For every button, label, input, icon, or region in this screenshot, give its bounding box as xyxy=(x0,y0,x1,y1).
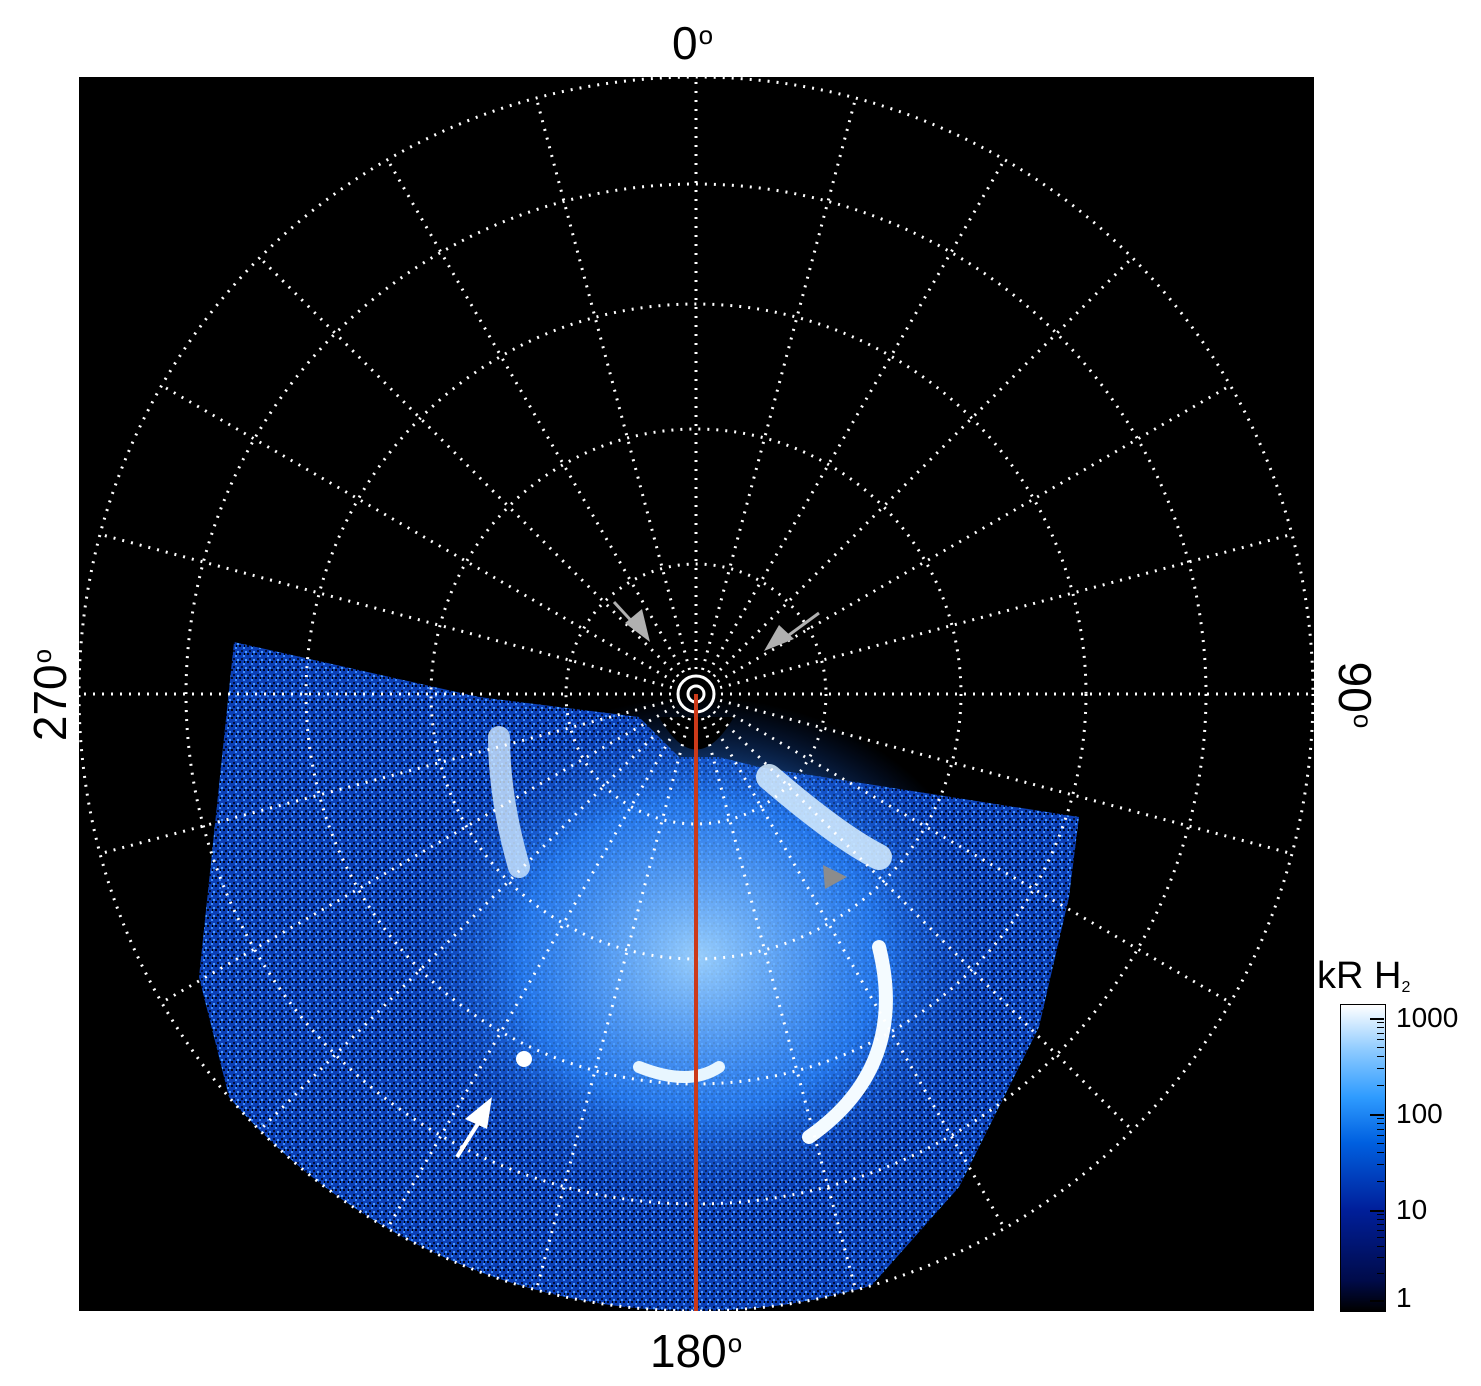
longitude-label-top: 0o xyxy=(672,17,714,69)
latitude-circle xyxy=(429,427,963,961)
colorbar-minor-tick xyxy=(1377,1181,1384,1182)
colorbar-minor-tick xyxy=(1377,1085,1384,1086)
longitude-label-right: 90o xyxy=(1329,661,1381,729)
colorbar-minor-tick xyxy=(1377,1068,1384,1069)
colorbar-label-100: 100 xyxy=(1396,1098,1443,1129)
annotation-arrows xyxy=(455,600,847,1159)
colorbar-minor-tick xyxy=(1377,1152,1384,1153)
white-arrow-shaft xyxy=(455,1120,481,1159)
gray-arrow-left-head xyxy=(625,609,650,642)
colorbar-minor-tick xyxy=(1377,1118,1384,1119)
colorbar-minor-tick xyxy=(1377,1022,1384,1023)
colorbar-minor-tick xyxy=(1377,1230,1384,1231)
colorbar-title: kR H2 xyxy=(1317,955,1411,997)
colorbar-minor-tick xyxy=(1377,1047,1384,1048)
colorbar-tick-100 xyxy=(1370,1114,1384,1116)
colorbar-tick-1000 xyxy=(1370,1018,1384,1020)
colorbar-minor-tick xyxy=(1377,1224,1384,1225)
colorbar-minor-tick xyxy=(1377,1246,1384,1247)
main-oval-glow xyxy=(399,697,999,1217)
colorbar-minor-tick xyxy=(1377,1135,1384,1136)
colorbar xyxy=(1340,1004,1386,1312)
bright-spot-south xyxy=(633,1061,725,1083)
gray-arrow-right-head xyxy=(764,625,794,651)
colorbar-minor-tick xyxy=(1377,1129,1384,1130)
colorbar-tick-10 xyxy=(1370,1210,1384,1212)
colorbar-minor-tick xyxy=(1377,1143,1384,1144)
colorbar-minor-tick xyxy=(1377,1027,1384,1028)
colorbar-minor-tick xyxy=(1377,1214,1384,1215)
bright-band-northeast xyxy=(756,764,892,870)
latitude-circle xyxy=(79,77,1314,1311)
colorbar-label-1: 1 xyxy=(1396,1282,1412,1313)
longitude-label-bottom: 180o xyxy=(650,1325,743,1377)
polar-projection-svg xyxy=(79,77,1314,1311)
latitude-circle xyxy=(564,562,828,826)
colorbar-minor-tick xyxy=(1377,1237,1384,1238)
aurora-emission-region xyxy=(199,642,1079,1311)
colorbar-tick-1 xyxy=(1370,1300,1384,1302)
longitude-label-left: 270o xyxy=(24,648,76,742)
colorbar-minor-tick xyxy=(1377,1257,1384,1258)
colorbar-minor-tick xyxy=(1377,1273,1384,1274)
bright-arc-east xyxy=(802,940,893,1144)
colorbar-minor-tick xyxy=(1377,1219,1384,1220)
colorbar-minor-tick xyxy=(1377,1033,1384,1034)
colorbar-minor-tick xyxy=(1377,1039,1384,1040)
white-arrow-head xyxy=(465,1097,492,1129)
colorbar-minor-tick xyxy=(1377,1164,1384,1165)
colorbar-minor-tick xyxy=(1377,1123,1384,1124)
colorbar-minor-tick xyxy=(1377,1056,1384,1057)
bright-spot-west xyxy=(516,1051,532,1067)
bright-band-northwest xyxy=(488,726,530,878)
gray-arrow-right-shaft xyxy=(788,611,820,637)
colorbar-label-1000: 1000 xyxy=(1396,1002,1459,1033)
colorbar-label-10: 10 xyxy=(1396,1194,1428,1225)
gray-triangle-marker xyxy=(823,865,847,889)
polar-aurora-image xyxy=(79,77,1314,1311)
